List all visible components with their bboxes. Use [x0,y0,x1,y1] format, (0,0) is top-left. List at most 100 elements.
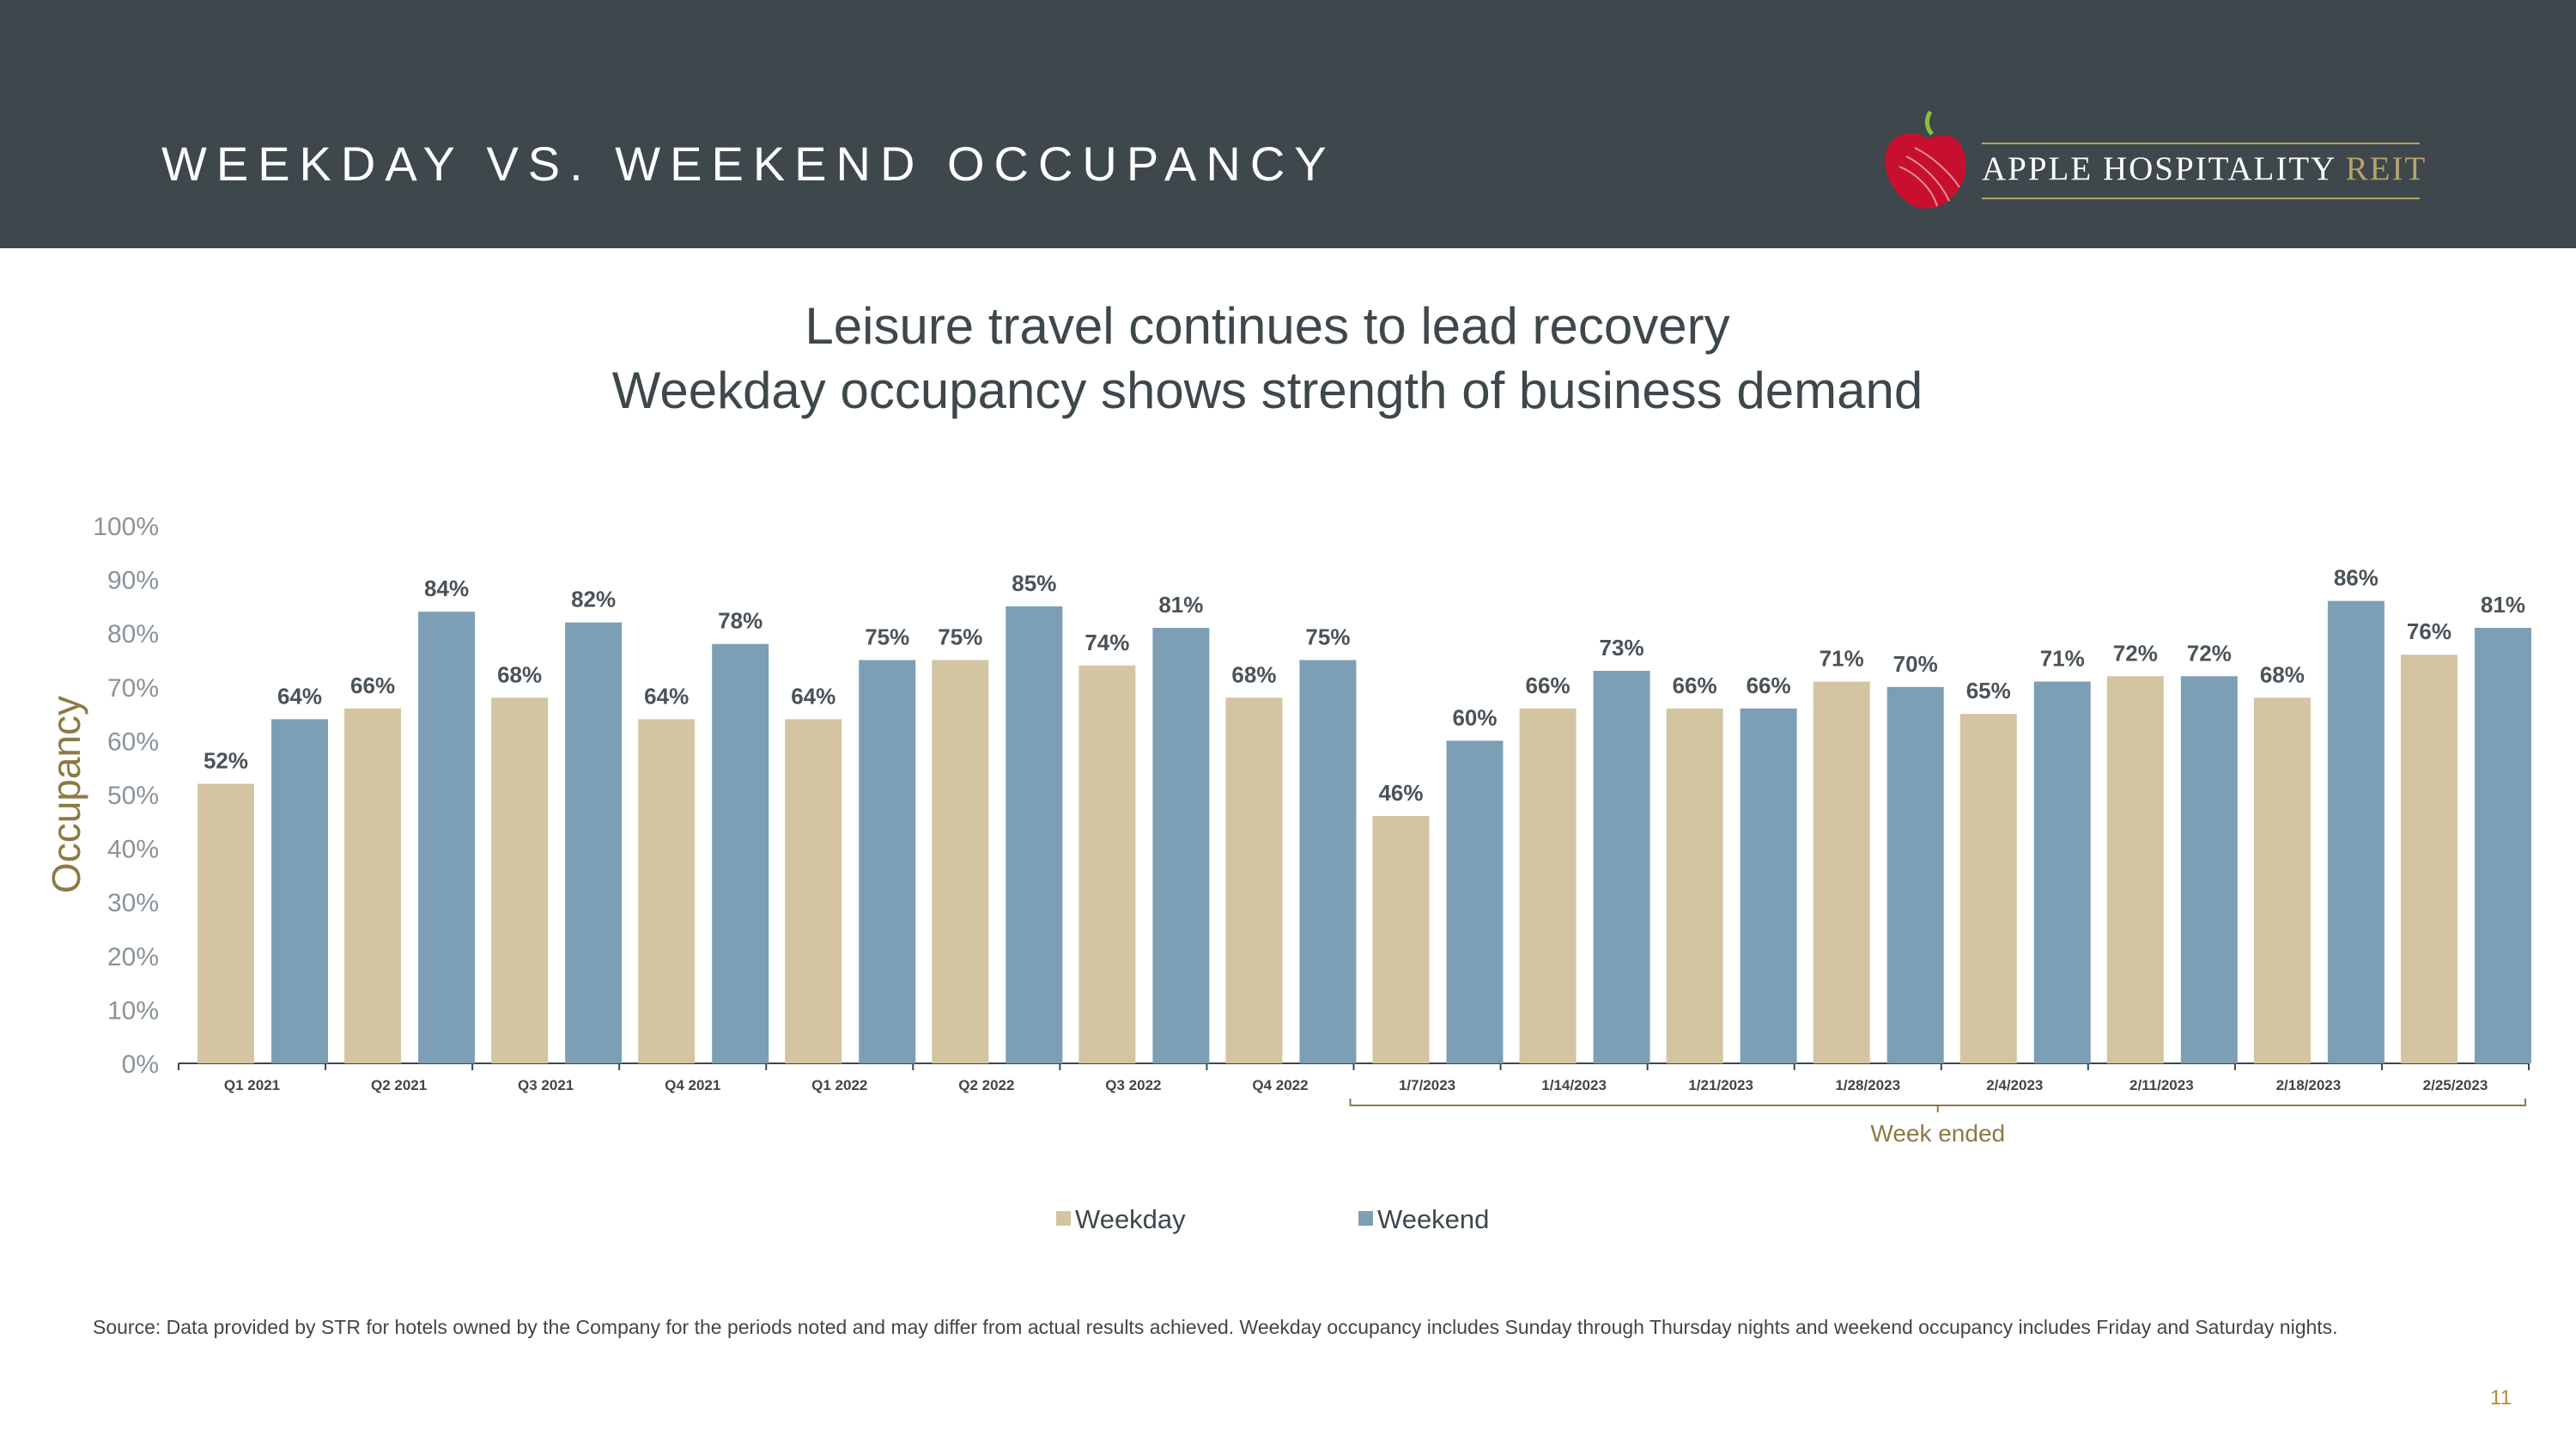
bar-weekend [2033,681,2091,1063]
data-label-weekend: 60% [1452,704,1497,730]
occupancy-bar-chart: 0% 10% 20% 30% 40% 50% 60% 70% 80% 90% 100% Occupan… [44,513,2531,1147]
logo-wordmark: APPLE HOSPITALITY REIT [1982,149,2427,188]
bar-weekend [1740,708,1797,1063]
x-tick-label: 2/4/2023 [1986,1077,2043,1093]
bar-weekend [1005,606,1063,1063]
legend-weekday-label: Weekday [1075,1204,1186,1234]
data-label-weekday: 66% [1673,673,1717,698]
bar-weekend [712,643,769,1063]
x-tick-label: Q4 2021 [665,1077,720,1093]
bar-weekend [565,622,623,1063]
bar-weekend [859,660,916,1063]
data-label-weekend: 86% [2334,565,2379,591]
data-label-weekday: 66% [350,673,395,698]
x-tick-label: 2/18/2023 [2276,1077,2342,1093]
bar-weekday [1519,708,1577,1063]
data-label-weekday: 72% [2113,640,2158,666]
x-tick-label: Q1 2021 [224,1077,280,1093]
data-label-weekday: 64% [644,683,689,709]
subtitle-line-1: Leisure travel continues to lead recover… [805,297,1730,355]
bar-weekend [2474,627,2531,1063]
bar-weekday [197,783,254,1063]
y-tick-label: 80% [107,620,159,648]
logo-main-text: APPLE HOSPITALITY [1982,150,2336,187]
data-label-weekday: 75% [938,624,982,650]
logo-accent-text: REIT [2345,150,2427,187]
bar-weekday [785,719,842,1063]
x-tick-label: Q1 2022 [811,1077,867,1093]
data-label-weekend: 81% [1158,592,1203,618]
bar-weekday [2400,654,2458,1063]
logo-rule-top [1982,143,2420,144]
data-label-weekday: 68% [497,661,542,687]
legend-weekday-swatch [1056,1211,1071,1227]
x-tick-label: 2/25/2023 [2423,1077,2488,1093]
legend-weekend-swatch [1358,1211,1373,1227]
data-label-weekend: 64% [277,683,322,709]
bar-weekday [1372,816,1430,1063]
week-ended-label: Week ended [1870,1120,2005,1147]
bar-weekday [2253,697,2311,1063]
bar-weekend [1299,660,1357,1063]
y-tick-label: 50% [107,782,159,810]
bar-weekday [932,660,989,1063]
y-tick-label: 0% [122,1050,159,1079]
y-tick-label: 70% [107,674,159,703]
data-label-weekday: 65% [1966,678,2011,703]
data-label-weekend: 78% [718,608,762,634]
data-label-weekend: 71% [2040,646,2085,672]
x-tick-label: 2/11/2023 [2129,1077,2194,1093]
y-tick-label: 20% [107,943,159,971]
bar-weekend [418,612,476,1063]
bar-weekend [1593,671,1650,1063]
data-label-weekday: 68% [1231,661,1276,687]
x-tick-label: Q2 2022 [958,1077,1014,1093]
data-label-weekend: 75% [1305,624,1350,650]
data-label-weekday: 76% [2407,618,2451,644]
data-label-weekend: 72% [2187,640,2232,666]
legend-weekend: Weekend [1358,1204,1489,1235]
legend-weekend-label: Weekend [1377,1204,1490,1234]
bar-weekday [1225,697,1283,1063]
data-label-weekend: 66% [1747,673,1791,698]
data-label-weekday: 71% [1820,646,1864,672]
subtitle-line-2: Weekday occupancy shows strength of busi… [611,362,1923,419]
week-ended-bracket [1349,1099,2526,1112]
bar-weekday [1666,708,1723,1063]
bar-weekend [2327,600,2385,1063]
data-label-weekend: 73% [1600,635,1644,661]
legend-weekday: Weekday [1056,1204,1186,1235]
bar-weekend [2180,676,2238,1063]
data-label-weekday: 66% [1526,673,1571,698]
data-label-weekend: 75% [865,624,909,650]
y-tick-label: 90% [107,567,159,595]
x-tick-label: Q2 2021 [371,1077,427,1093]
x-tick-label: Q3 2022 [1105,1077,1161,1093]
x-tick-label: 1/7/2023 [1399,1077,1455,1093]
x-tick-label: 1/28/2023 [1835,1077,1900,1093]
y-tick-label: 100% [93,513,159,541]
bar-weekday [638,719,696,1063]
bar-weekend [1446,740,1504,1063]
data-label-weekday: 64% [791,683,835,709]
bar-weekday [491,697,549,1063]
x-tick-label: 1/14/2023 [1541,1077,1607,1093]
bar-weekend [1886,686,1944,1063]
y-tick-label: 10% [107,996,159,1025]
data-label-weekend: 84% [424,575,469,601]
data-label-weekday: 68% [2260,661,2305,687]
apple-logo-icon [1885,110,1966,209]
header-bar: WEEKDAY VS. WEEKEND OCCUPANCY APPLE HOSP… [0,0,2576,248]
bar-weekend [271,719,328,1063]
x-tick-label: Q3 2021 [518,1077,574,1093]
y-tick-label: 40% [107,836,159,864]
x-tick-label: 1/21/2023 [1688,1077,1753,1093]
source-footnote: Source: Data provided by STR for hotels … [93,1316,2338,1338]
y-tick-label: 60% [107,728,159,756]
page-title: WEEKDAY VS. WEEKEND OCCUPANCY [161,137,1336,191]
page-number: 11 [2490,1386,2512,1409]
logo-rule-bottom [1982,198,2420,199]
bar-weekday [344,708,402,1063]
bar-weekday [1813,681,1870,1063]
y-axis-label: Occupancy [44,696,88,893]
